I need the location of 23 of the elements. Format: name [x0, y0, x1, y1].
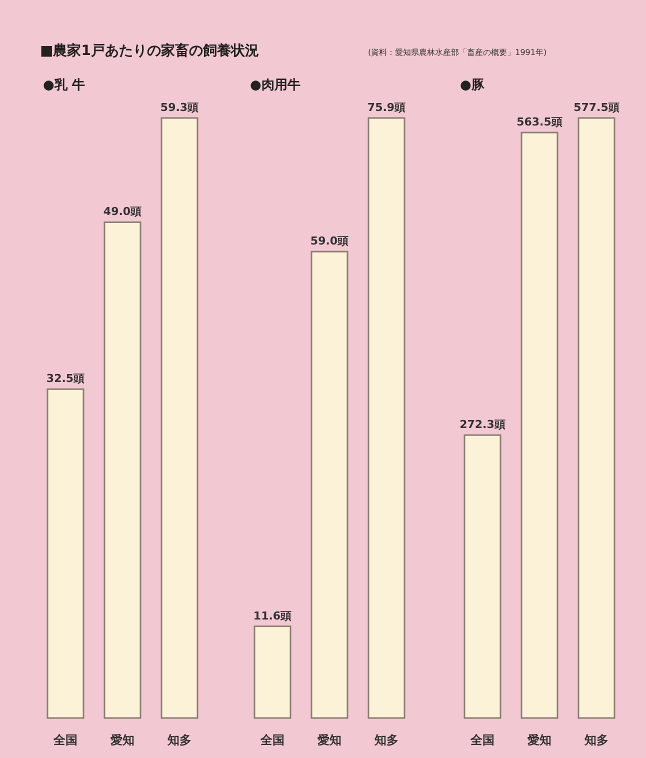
- data-label: 32.5頭: [46, 372, 85, 386]
- data-label: 563.5頭: [516, 116, 562, 129]
- data-label: 577.5頭: [574, 101, 620, 114]
- x-tick-label: 全国: [470, 733, 494, 747]
- x-tick-label: 知多: [584, 733, 608, 747]
- x-tick-label: 愛知: [318, 733, 342, 747]
- x-tick-label: 知多: [374, 733, 398, 747]
- data-label: 75.9頭: [367, 101, 406, 114]
- data-label: 59.0頭: [310, 234, 349, 248]
- chart-title: ●肉用牛: [250, 78, 300, 93]
- x-tick-label: 愛知: [110, 733, 134, 747]
- chart-title: ●乳 牛: [43, 77, 85, 93]
- text: ■農家1戸あたりの家畜の飼養状況: [40, 42, 259, 59]
- text: (資料：愛知県農林水産部「畜産の概要」1991年): [368, 48, 547, 57]
- x-tick-label: 知多: [166, 733, 192, 747]
- data-label: 59.3頭: [160, 101, 199, 114]
- chart-title: ●豚: [460, 78, 486, 93]
- x-tick-label: 全国: [52, 733, 78, 747]
- data-label: 49.0頭: [103, 205, 142, 218]
- x-tick-label: 愛知: [528, 733, 552, 747]
- data-label: 11.6頭: [253, 609, 292, 622]
- data-label: 272.3頭: [460, 418, 506, 432]
- x-tick-label: 全国: [260, 733, 284, 747]
